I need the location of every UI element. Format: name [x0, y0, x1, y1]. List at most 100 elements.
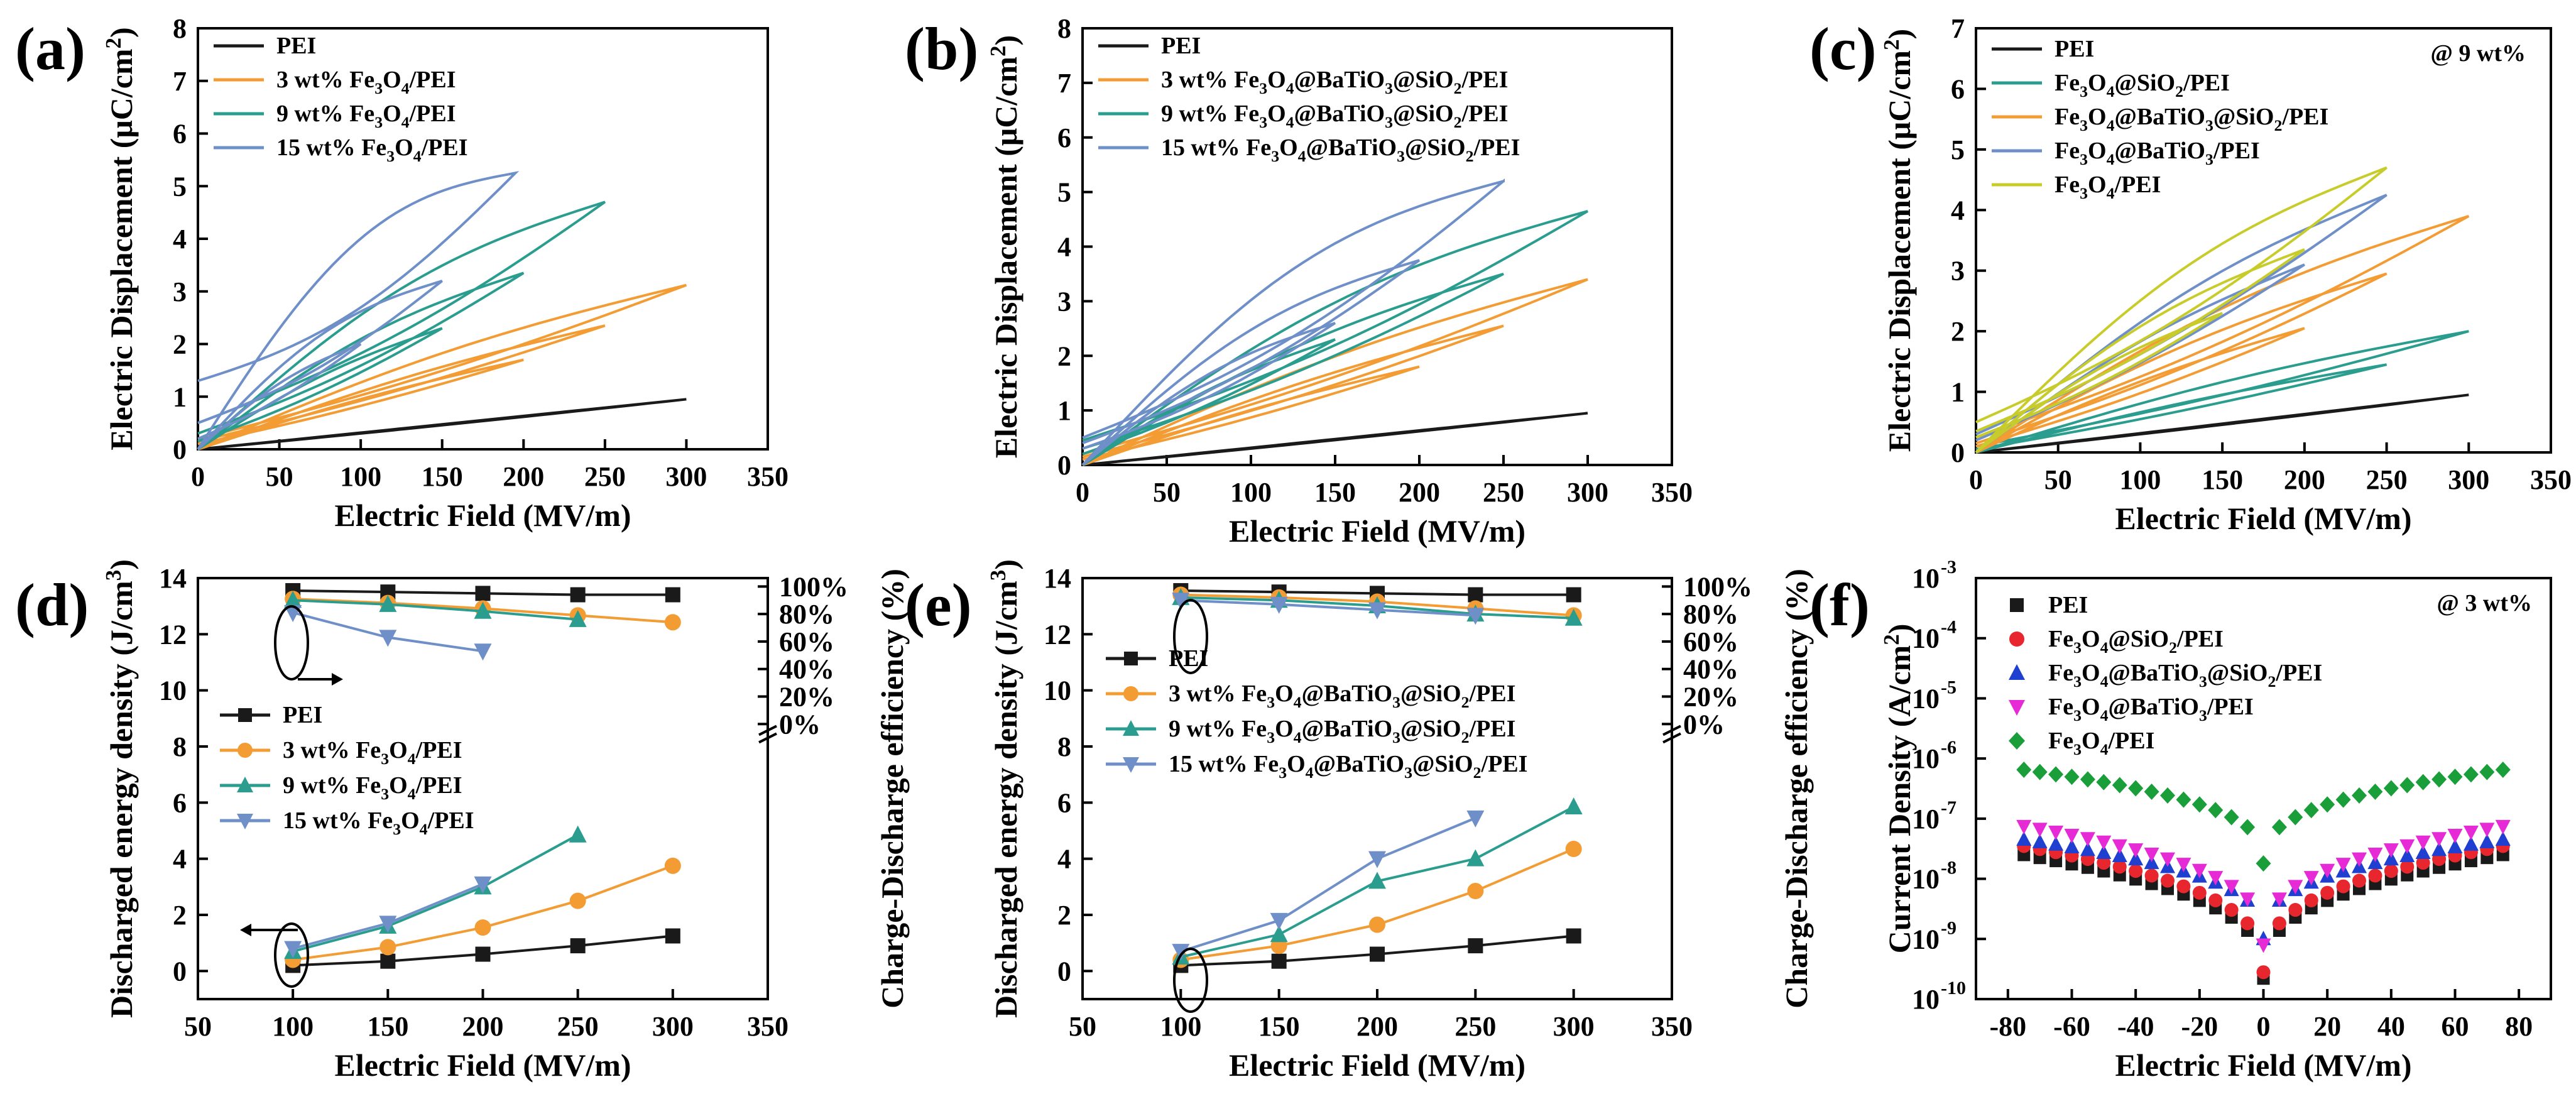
efficiency-point — [475, 586, 491, 601]
efficiency-point — [284, 591, 302, 608]
data-point — [2128, 780, 2144, 797]
data-point — [2096, 774, 2112, 790]
data-point — [2144, 848, 2159, 863]
y-tick-label: 8 — [173, 731, 187, 762]
legend-item: PEI — [220, 702, 322, 728]
legend-item: 15 wt% Fe3​O4​/PEI — [220, 807, 474, 838]
loop-curve — [1081, 259, 1421, 466]
x-tick-label: 200 — [1399, 477, 1440, 508]
legend-label: Fe3​O4​@BaTiO3​/PEI — [2055, 138, 2260, 168]
legend-label: 9 wt% Fe3​O4​@BaTiO3​@SiO2​/PEI — [1161, 101, 1508, 131]
loop-curve — [197, 280, 443, 451]
energy-point — [1565, 841, 1582, 858]
data-point — [2415, 774, 2431, 790]
data-point — [2400, 860, 2415, 874]
series-9-wt-fe3o4-pei — [197, 200, 606, 451]
y-tick-label: 5 — [1057, 177, 1071, 208]
data-point — [2160, 852, 2175, 867]
legend-marker — [1123, 720, 1139, 736]
data-point — [2463, 766, 2479, 783]
x-tick-label: 60 — [2442, 1011, 2469, 1042]
data-point — [2097, 856, 2111, 870]
y-tick-label: 6 — [173, 787, 187, 818]
loop-curve — [197, 342, 362, 451]
data-point — [2112, 777, 2127, 794]
legend-label: 9 wt% Fe3​O4​/PEI — [283, 772, 462, 803]
legend-label: Fe3​O4​@BaTiO3​@SiO2​/PEI — [2055, 104, 2328, 134]
legend-marker — [237, 743, 253, 758]
y-axis-label: Discharged energy density (J/cm3) — [986, 559, 1023, 1018]
panel-letter: (a) — [15, 15, 85, 82]
legend-marker — [2009, 732, 2025, 750]
y-tick-label: 10 — [1912, 743, 1940, 774]
efficiency-point — [1466, 608, 1485, 625]
x-tick-label: 100 — [1160, 1011, 1201, 1042]
panel-letter: (b) — [905, 15, 978, 82]
y-tick-label: 8 — [1057, 731, 1071, 762]
legend-label: PEI — [283, 702, 322, 728]
x-tick-label: 250 — [1483, 477, 1524, 508]
data-point — [2032, 833, 2048, 848]
y-tick-label: 1 — [173, 381, 187, 412]
energy-point — [1466, 849, 1485, 867]
energy-point — [1369, 916, 1385, 933]
y2-tick-label: 0% — [1683, 709, 1725, 740]
efficiency-point — [1566, 587, 1581, 603]
loop-curve — [197, 271, 525, 451]
energy-point — [379, 916, 397, 933]
panel-letter: (e) — [905, 571, 972, 638]
data-point — [2032, 823, 2048, 838]
y-tick-label: 3 — [1951, 256, 1965, 287]
y2-tick-label: 40% — [1683, 654, 1738, 685]
highlight-ellipse — [274, 922, 309, 988]
x-tick-label: 0 — [191, 461, 205, 492]
highlight-ellipse — [274, 605, 309, 681]
data-point — [2335, 858, 2351, 873]
x-tick-label: 50 — [184, 1011, 212, 1042]
data-point — [2161, 873, 2175, 888]
energy-line — [1180, 817, 1476, 953]
y-tick-label: 0 — [173, 956, 187, 987]
y2-tick-label: 60% — [779, 626, 834, 657]
efficiency-point — [665, 587, 680, 603]
series-fe3o4-sio2-pei — [1975, 330, 2469, 454]
legend-item: 15 wt% Fe3​O4​@BaTiO3​@SiO2​/PEI — [1098, 134, 1520, 165]
data-point — [2447, 838, 2463, 853]
data-point — [2303, 802, 2319, 819]
series-3-wt-fe3o4-batio3-sio2-pei — [1082, 278, 1588, 466]
efficiency-point — [1270, 596, 1288, 614]
legend-label: 3 wt% Fe3​O4​@BaTiO3​@SiO2​/PEI — [1169, 681, 1515, 711]
legend-marker — [1123, 757, 1139, 773]
energy-point — [380, 953, 396, 969]
x-tick-label: 350 — [2530, 464, 2572, 495]
legend-item: PEI — [2010, 592, 2088, 618]
data-point — [2304, 893, 2318, 907]
legend-item: Fe3​O4​@BaTiO3​/PEI — [2009, 694, 2254, 724]
legend-label: Fe3​O4​@BaTiO3​/PEI — [2048, 694, 2254, 724]
data-point — [2080, 832, 2095, 847]
energy-point — [569, 892, 586, 909]
data-point — [2129, 864, 2143, 878]
data-point — [2192, 885, 2207, 900]
efficiency-line — [293, 599, 578, 621]
loop-curve — [197, 200, 606, 451]
data-point — [2112, 860, 2127, 874]
x-tick-label: 200 — [2284, 464, 2325, 495]
data-point — [2048, 766, 2064, 783]
y2-tick-label: 100% — [779, 571, 848, 602]
data-point — [2495, 819, 2511, 834]
efficiency-point — [1368, 602, 1386, 620]
legend-label: PEI — [2048, 592, 2088, 618]
data-point — [2112, 847, 2127, 862]
annotation: @ 9 wt% — [2431, 40, 2526, 67]
y-axis-label: Electric Displacement (μC/cm2) — [101, 27, 139, 450]
efficiency-point — [379, 594, 397, 612]
x-tick-label: -40 — [2117, 1011, 2154, 1042]
efficiency-point — [664, 614, 681, 631]
legend-item: Fe3​O4​@BaTiO3​@SiO2​/PEI — [1992, 104, 2328, 134]
y-tick-label: 5 — [173, 171, 187, 202]
legend-item: PEI — [214, 33, 316, 59]
y-tick-label: 7 — [1057, 68, 1071, 99]
plot-frame — [1081, 577, 1673, 1000]
